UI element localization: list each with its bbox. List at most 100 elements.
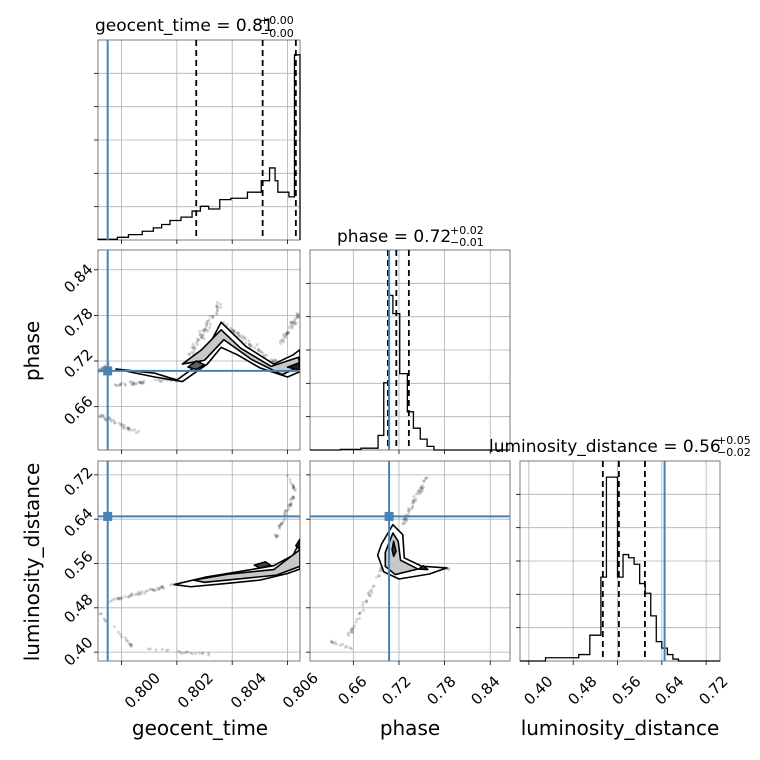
contour-phase-vs-luminosity-distance-sample-2-11	[357, 612, 361, 616]
contour-phase-vs-luminosity-distance-sample-1-8	[414, 492, 418, 496]
contour-geocent-time-vs-phase-sample-1-43	[207, 318, 211, 322]
contour-geocent-time-vs-phase-sample-2-3	[230, 328, 234, 332]
contour-geocent-time-vs-luminosity-distance-sample-1-32	[277, 527, 281, 531]
contour-phase-vs-luminosity-distance-sample-2-39	[366, 591, 370, 595]
contour-phase-vs-luminosity-distance-sample-1-7	[417, 489, 421, 493]
contour-geocent-time-vs-phase-sample-5-22	[133, 428, 137, 432]
contour-geocent-time-vs-phase-sample-3-4	[294, 322, 298, 326]
title-phase: phase = 0.72 +0.02 −0.01	[337, 224, 484, 249]
contour-geocent-time-vs-phase-sample-5-9	[134, 431, 138, 435]
contour-geocent-time-vs-luminosity-distance-sample-0-37	[152, 588, 156, 592]
contour-geocent-time-vs-luminosity-distance-sample-0-29	[144, 589, 148, 593]
contour-geocent-time-vs-luminosity-distance-sample-0-27	[127, 595, 131, 599]
contour-geocent-time-vs-phase-sample-3-3	[286, 332, 290, 336]
contour-phase-vs-luminosity-distance-sample-2-20	[350, 627, 354, 631]
contour-geocent-time-vs-luminosity-distance-sample-0-20	[116, 597, 120, 601]
contour-geocent-time-vs-phase-sample-3-36	[299, 314, 300, 318]
contour-phase-vs-luminosity-distance-sample-2-5	[346, 633, 350, 637]
contour-geocent-time-vs-phase	[94, 249, 301, 454]
ylabel-phase: phase	[20, 321, 44, 381]
contour-geocent-time-vs-phase-sample-1-44	[192, 345, 196, 349]
contour-phase-vs-luminosity-distance-sample-1-13	[419, 490, 423, 494]
contour-phase-vs-luminosity-distance-sample-1-0	[418, 492, 422, 496]
contour-geocent-time-vs-phase-sample-0-15	[139, 381, 143, 385]
contour-geocent-time-vs-phase-sample-3-10	[286, 330, 290, 334]
contour-geocent-time-vs-phase-sample-2-8	[233, 330, 237, 334]
contour-geocent-time-vs-phase-sample-1-40	[208, 326, 212, 330]
contour-geocent-time-vs-phase-sample-0-38	[142, 379, 146, 383]
contour-geocent-time-vs-phase-sample-1-32	[202, 337, 206, 341]
contour-geocent-time-vs-phase-sample-1-23	[208, 314, 212, 318]
contour-geocent-time-vs-phase-sample-2-24	[247, 339, 251, 343]
tick-ld-y-4: 0.72	[60, 463, 96, 499]
tick-ld-y-0: 0.40	[60, 633, 96, 669]
contour-phase-vs-luminosity-distance-sample-0-2	[404, 518, 408, 522]
contour-geocent-time-vs-luminosity-distance-sample-0-9	[137, 590, 141, 594]
contour-geocent-time-vs-phase-sample-5-6	[122, 424, 126, 428]
contour-phase-vs-luminosity-distance-sample-2-22	[357, 611, 361, 615]
contour-geocent-time-vs-luminosity-distance-sample-4-8	[178, 650, 182, 654]
panels	[94, 39, 721, 665]
contour-phase-vs-luminosity-distance-sample-1-1	[417, 489, 421, 493]
contour-geocent-time-vs-phase-sample-2-1	[244, 341, 248, 345]
contour-phase-vs-luminosity-distance-sample-2-4	[346, 631, 350, 635]
contour-geocent-time-vs-phase-sample-1-10	[203, 327, 207, 331]
hist-phase-frame	[309, 249, 511, 451]
contour-geocent-time-vs-phase-sample-1-37	[215, 303, 219, 307]
contour-geocent-time-vs-phase-sample-2-13	[248, 343, 252, 347]
contour-geocent-time-vs-phase-sample-5-23	[137, 429, 141, 433]
contour-geocent-time-vs-phase-sample-1-22	[193, 347, 197, 351]
contour-geocent-time-vs-phase-contour-1	[181, 329, 300, 376]
contour-phase-vs-luminosity-distance-sample-0-8	[411, 498, 415, 502]
contour-geocent-time-vs-luminosity-distance-clipped	[98, 474, 300, 657]
hist-phase-grid	[310, 250, 510, 450]
contour-geocent-time-vs-luminosity-distance-sample-0-36	[128, 593, 132, 597]
contour-geocent-time-vs-luminosity-distance-sample-0-0	[115, 596, 119, 600]
contour-phase-vs-luminosity-distance-sample-1-15	[418, 487, 422, 491]
contour-geocent-time-vs-phase-sample-5-2	[119, 422, 123, 426]
contour-geocent-time-vs-phase-sample-1-35	[195, 343, 199, 347]
contour-geocent-time-vs-luminosity-distance-sample-2-8	[288, 477, 292, 481]
contour-geocent-time-vs-phase-sample-1-41	[197, 338, 201, 342]
contour-geocent-time-vs-phase-contour-3	[286, 361, 300, 371]
contour-geocent-time-vs-phase-sample-3-12	[296, 315, 300, 319]
contour-geocent-time-vs-luminosity-distance-sample-1-33	[274, 534, 278, 538]
contour-geocent-time-vs-luminosity-distance-sample-0-38	[162, 587, 166, 591]
contour-geocent-time-vs-phase-sample-0-36	[123, 382, 127, 386]
contour-geocent-time-vs-phase-sample-3-19	[286, 330, 290, 334]
contour-geocent-time-vs-phase-sample-1-42	[216, 306, 220, 310]
contour-phase-vs-luminosity-distance-sample-0-11	[407, 506, 411, 510]
contour-phase-vs-luminosity-distance-sample-3-2	[330, 640, 334, 644]
contour-geocent-time-vs-phase-clipped	[98, 300, 300, 435]
contour-phase-vs-luminosity-distance-sample-2-18	[370, 590, 374, 594]
contour-geocent-time-vs-luminosity-distance-sample-1-17	[288, 498, 292, 502]
contour-geocent-time-vs-phase-sample-2-30	[253, 346, 257, 350]
contour-geocent-time-vs-phase-sample-5-18	[127, 427, 131, 431]
title-phase-plus: +0.02	[450, 224, 484, 237]
tick-geocent-time-2: 0.804	[227, 669, 270, 712]
contour-geocent-time-vs-luminosity-distance-sample-0-14	[135, 592, 139, 596]
tick-ld-y-3: 0.64	[60, 504, 96, 540]
contour-geocent-time-vs-phase-sample-1-14	[206, 320, 210, 324]
contour-geocent-time-vs-luminosity-distance-sample-1-0	[282, 519, 286, 523]
contour-geocent-time-vs-luminosity-distance-sample-1-26	[273, 533, 277, 537]
contour-geocent-time-vs-phase-grid	[98, 250, 300, 450]
contour-geocent-time-vs-phase-sample-2-15	[247, 342, 251, 346]
contour-geocent-time-vs-luminosity-distance-sample-0-3	[151, 588, 155, 592]
contour-geocent-time-vs-phase-sample-0-10	[119, 382, 123, 386]
contour-geocent-time-vs-phase-sample-5-25	[128, 427, 132, 431]
hist-geocent-time-grid	[98, 40, 300, 240]
contour-geocent-time-vs-phase-sample-2-19	[248, 342, 252, 346]
contour-geocent-time-vs-phase-sample-1-0	[200, 336, 204, 340]
contour-geocent-time-vs-luminosity-distance-sample-2-4	[291, 484, 295, 488]
contour-geocent-time-vs-phase-sample-2-33	[271, 359, 275, 363]
contour-geocent-time-vs-phase-sample-1-29	[215, 300, 219, 304]
contour-phase-vs-luminosity-distance-sample-2-36	[365, 599, 369, 603]
contour-geocent-time-vs-phase-sample-0-8	[141, 380, 145, 384]
contour-geocent-time-vs-luminosity-distance-sample-4-2	[164, 649, 168, 653]
contour-phase-vs-luminosity-distance-sample-2-17	[371, 585, 375, 589]
contour-geocent-time-vs-luminosity-distance-sample-0-21	[159, 585, 163, 589]
title-geocent-time: geocent_time = 0.81 +0.00 −0.00	[95, 14, 294, 40]
contour-phase-vs-luminosity-distance-sample-1-11	[420, 489, 424, 493]
